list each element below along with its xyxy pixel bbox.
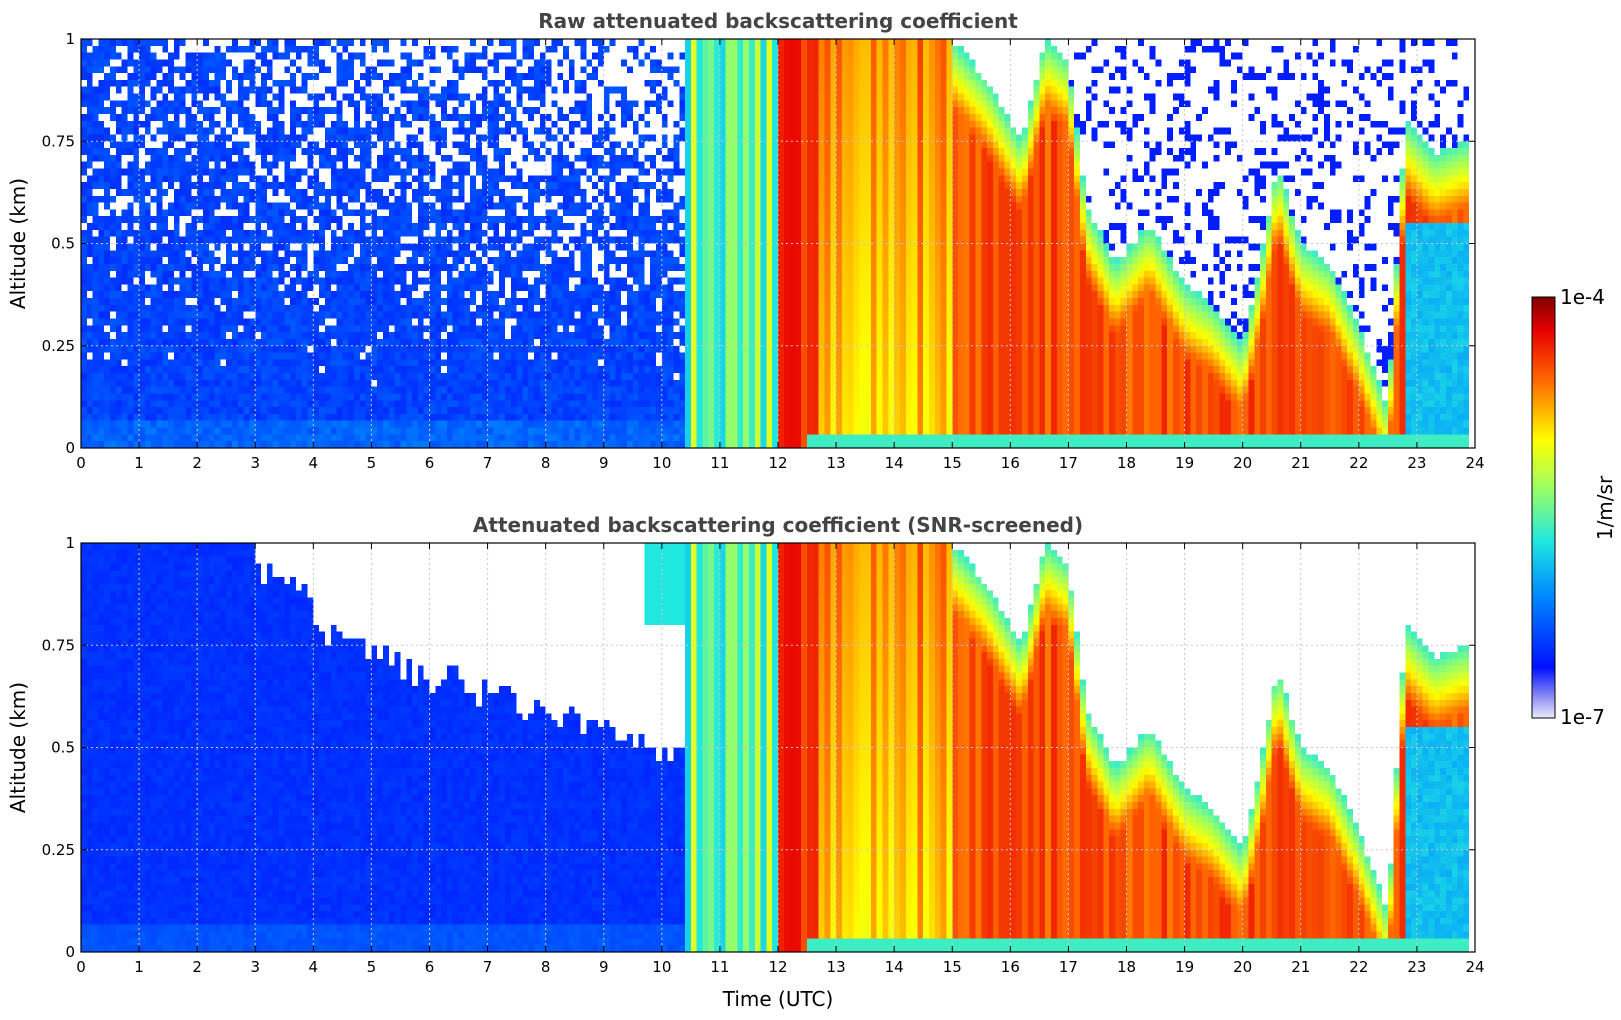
panel-raw: 0 1 2 3 4 5 6 7 8 9 10 11 12 13 14 15 16 17 18 19 20 21 22 23 24… <box>6 9 1485 472</box>
x-tick-label: 3 <box>250 454 260 472</box>
y-tick-label: 0.75 <box>42 636 75 654</box>
x-tick-label: 18 <box>1117 958 1136 976</box>
colorbar-unit-label: 1/m/sr <box>1593 475 1617 540</box>
x-tick-label: 6 <box>425 958 435 976</box>
x-tick-label: 19 <box>1175 958 1194 976</box>
x-tick-label: 23 <box>1407 454 1426 472</box>
x-tick-label: 14 <box>885 958 904 976</box>
x-tick-label: 2 <box>192 958 202 976</box>
x-axis-label: Time (UTC) <box>722 987 834 1011</box>
x-tick-label: 23 <box>1407 958 1426 976</box>
colorbar: 1e-4 1e-7 1/m/sr <box>1531 285 1617 729</box>
x-tick-label: 9 <box>599 958 609 976</box>
panel-screened: 0 1 2 3 4 5 6 7 8 9 10 11 12 13 14 15 16 17 18 19 20 21 22 23 24… <box>6 513 1485 1011</box>
chart-title: Attenuated backscattering coefficient (S… <box>473 513 1083 537</box>
colorbar-min-label: 1e-7 <box>1560 705 1605 729</box>
x-tick-label: 17 <box>1059 454 1078 472</box>
x-tick-label: 1 <box>134 958 144 976</box>
x-tick-label: 10 <box>652 958 671 976</box>
x-tick-label: 7 <box>483 454 493 472</box>
x-tick-label: 6 <box>425 454 435 472</box>
x-tick-label: 20 <box>1233 454 1252 472</box>
x-tick-label: 11 <box>710 958 729 976</box>
x-tick-label: 5 <box>367 958 377 976</box>
x-tick-label: 15 <box>943 958 962 976</box>
y-tick-label: 0 <box>65 943 75 961</box>
x-tick-label: 22 <box>1349 454 1368 472</box>
y-tick-label: 0.75 <box>42 132 75 150</box>
x-tick-label: 14 <box>885 454 904 472</box>
x-tick-label: 1 <box>134 454 144 472</box>
y-tick-label: 1 <box>65 534 75 552</box>
x-tick-label: 21 <box>1291 454 1310 472</box>
x-tick-label: 17 <box>1059 958 1078 976</box>
colorbar-gradient <box>1531 296 1556 719</box>
x-tick-label: 13 <box>827 454 846 472</box>
x-tick-label: 0 <box>76 454 86 472</box>
x-tick-label: 8 <box>541 958 551 976</box>
y-axis-label: Altitude (km) <box>6 682 30 813</box>
x-tick-label: 10 <box>652 454 671 472</box>
x-tick-label: 13 <box>827 958 846 976</box>
y-tick-label: 0.25 <box>42 337 75 355</box>
x-tick-label: 2 <box>192 454 202 472</box>
x-tick-label: 8 <box>541 454 551 472</box>
x-tick-label: 4 <box>309 454 319 472</box>
x-tick-label: 0 <box>76 958 86 976</box>
colorbar-max-label: 1e-4 <box>1560 285 1605 309</box>
chart-title: Raw attenuated backscattering coefficien… <box>538 9 1018 33</box>
y-tick-label: 0.25 <box>42 841 75 859</box>
x-tick-label: 4 <box>309 958 319 976</box>
x-tick-label: 15 <box>943 454 962 472</box>
y-tick-label: 0.5 <box>51 739 75 757</box>
x-tick-label: 18 <box>1117 454 1136 472</box>
x-tick-label: 16 <box>1001 454 1020 472</box>
y-tick-label: 0 <box>65 439 75 457</box>
y-tick-label: 0.5 <box>51 235 75 253</box>
x-tick-label: 21 <box>1291 958 1310 976</box>
x-tick-label: 22 <box>1349 958 1368 976</box>
x-tick-label: 19 <box>1175 454 1194 472</box>
x-tick-label: 5 <box>367 454 377 472</box>
y-axis-label: Altitude (km) <box>6 178 30 309</box>
x-tick-label: 20 <box>1233 958 1252 976</box>
x-tick-label: 24 <box>1465 454 1484 472</box>
x-tick-label: 7 <box>483 958 493 976</box>
x-tick-label: 3 <box>250 958 260 976</box>
x-tick-label: 11 <box>710 454 729 472</box>
x-tick-label: 12 <box>768 958 787 976</box>
y-tick-label: 1 <box>65 30 75 48</box>
x-tick-label: 24 <box>1465 958 1484 976</box>
x-tick-label: 12 <box>768 454 787 472</box>
x-tick-label: 9 <box>599 454 609 472</box>
x-tick-label: 16 <box>1001 958 1020 976</box>
